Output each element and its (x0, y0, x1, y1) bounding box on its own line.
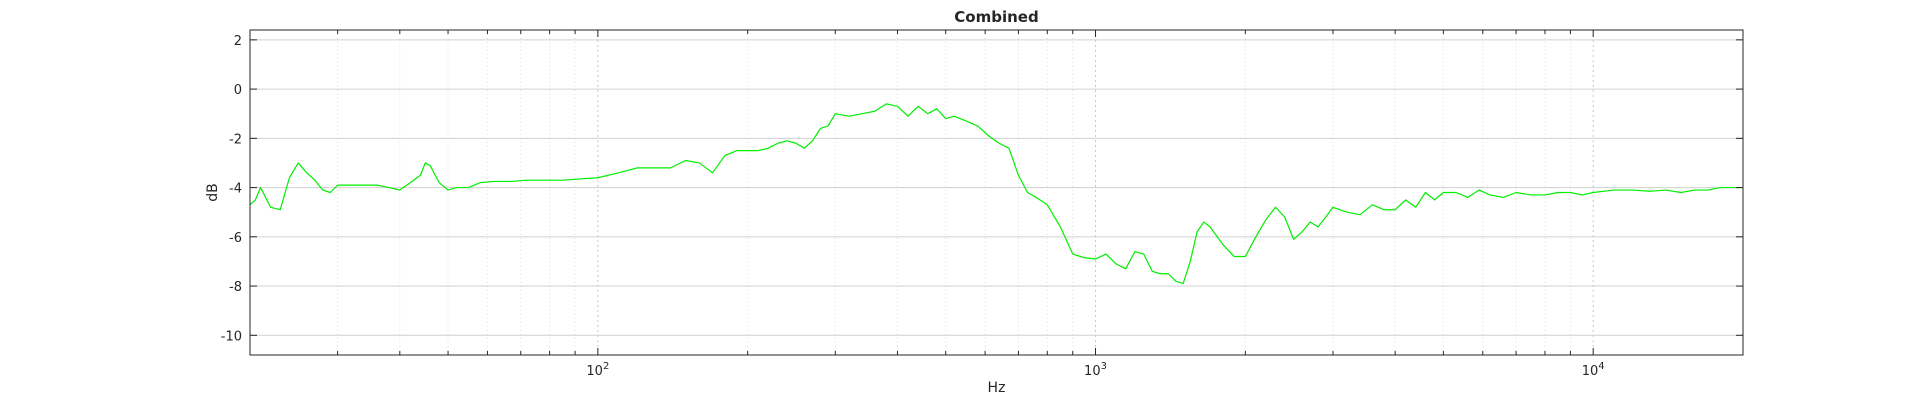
x-tick-label: 103 (1084, 361, 1107, 379)
y-tick-label: 2 (234, 34, 242, 49)
grid-lines (249, 30, 1744, 355)
chart-title: Combined (954, 8, 1038, 26)
y-tick-label: 0 (234, 83, 242, 98)
y-tick-label: -2 (229, 132, 242, 147)
y-tick-label: -6 (229, 231, 242, 246)
axis-ticks: 2 0 -2 -4 -6 -8 -10 102 103 104 (221, 30, 1744, 379)
x-tick-label: 104 (1582, 361, 1605, 379)
x-tick-label: 102 (586, 361, 609, 379)
y-tick-label: -10 (221, 329, 242, 344)
plot-frame (249, 29, 1744, 356)
series-layer (249, 103, 1743, 285)
y-tick-label: -8 (229, 280, 242, 295)
y-axis-label: dB (205, 183, 221, 202)
y-tick-label: -4 (229, 182, 242, 197)
series-line (249, 103, 1743, 285)
x-axis-label: Hz (988, 380, 1006, 396)
